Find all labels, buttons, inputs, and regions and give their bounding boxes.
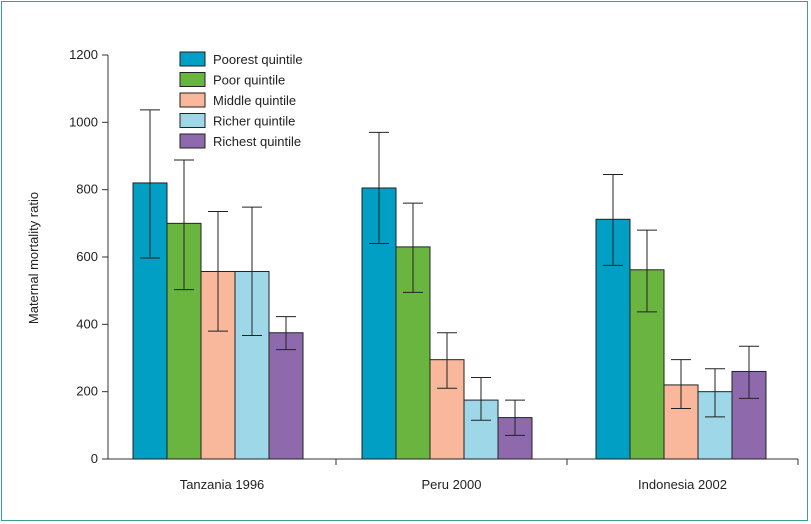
legend: Poorest quintile Poor quintile Middle quin… <box>179 51 303 149</box>
legend-swatch <box>179 92 206 108</box>
y-tick-label: 400 <box>76 316 98 331</box>
y-tick-label: 600 <box>76 249 98 264</box>
y-tick-label: 1200 <box>69 47 98 62</box>
x-tick-label: Tanzania 1996 <box>180 477 265 492</box>
error-bars <box>140 109 759 436</box>
y-axis: 0 200 400 600 800 1000 1200 <box>69 47 109 466</box>
y-tick-label: 200 <box>76 384 98 399</box>
legend-label: Richer quintile <box>213 114 295 129</box>
bars <box>132 182 767 460</box>
legend-swatch <box>179 113 206 128</box>
legend-label: Poor quintile <box>213 73 285 88</box>
bar <box>268 332 304 460</box>
legend-label: Richest quintile <box>213 134 301 149</box>
y-axis-title: Maternal mortality ratio <box>26 192 41 324</box>
y-tick-label: 800 <box>76 182 98 197</box>
x-axis: Tanzania 1996 Peru 2000 Indonesia 2002 <box>108 458 799 492</box>
x-tick-label: Indonesia 2002 <box>638 477 727 492</box>
y-tick-label: 0 <box>91 451 98 466</box>
y-tick-label: 1000 <box>69 114 98 129</box>
legend-swatch <box>179 72 206 87</box>
legend-swatch <box>179 51 206 67</box>
legend-label: Poorest quintile <box>213 52 303 67</box>
x-tick-label: Peru 2000 <box>422 477 482 492</box>
legend-label: Middle quintile <box>213 93 296 108</box>
legend-swatch <box>179 133 206 149</box>
